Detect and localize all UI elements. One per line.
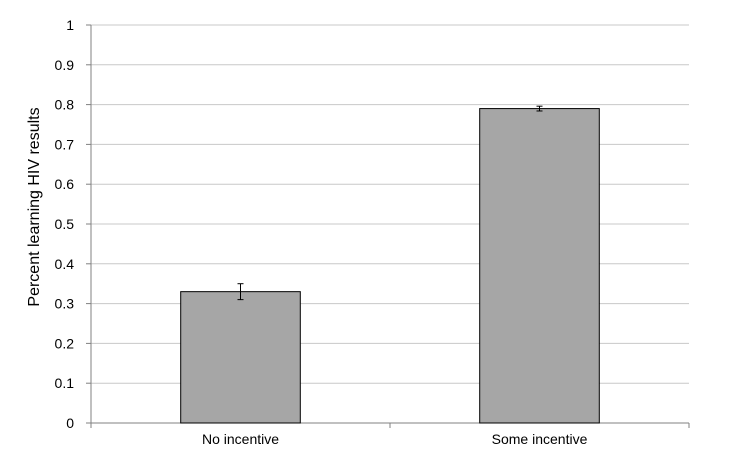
- y-tick-label: 0.6: [55, 176, 75, 192]
- y-axis-title: Percent learning HIV results: [26, 107, 43, 306]
- y-tick-label: 0.2: [55, 335, 75, 351]
- bars: [180, 108, 600, 424]
- y-tick-label: 0.5: [55, 216, 75, 232]
- y-tick-label: 0: [66, 415, 74, 431]
- error-bar: [237, 283, 244, 301]
- bar-no-incentive: [180, 291, 301, 424]
- y-tick-label: 0.3: [55, 296, 75, 312]
- bar-some-incentive: [479, 108, 600, 424]
- error-bars: [237, 105, 543, 301]
- x-tick-labels: No incentive Some incentive: [202, 431, 588, 447]
- y-tick-label: 0.9: [55, 57, 75, 73]
- y-tick-label: 1: [66, 17, 74, 33]
- y-tick-label: 0.7: [55, 136, 75, 152]
- y-tick-label: 0.1: [55, 375, 75, 391]
- y-tick-label: 0.4: [55, 256, 75, 272]
- x-tick-label: Some incentive: [492, 431, 588, 447]
- y-tick-labels: 0 0.1 0.2 0.3 0.4 0.5 0.6 0.7 0.8 0.9 1: [55, 17, 75, 431]
- x-tick-label: No incentive: [202, 431, 279, 447]
- error-bar: [536, 105, 543, 112]
- y-tick-label: 0.8: [55, 97, 75, 113]
